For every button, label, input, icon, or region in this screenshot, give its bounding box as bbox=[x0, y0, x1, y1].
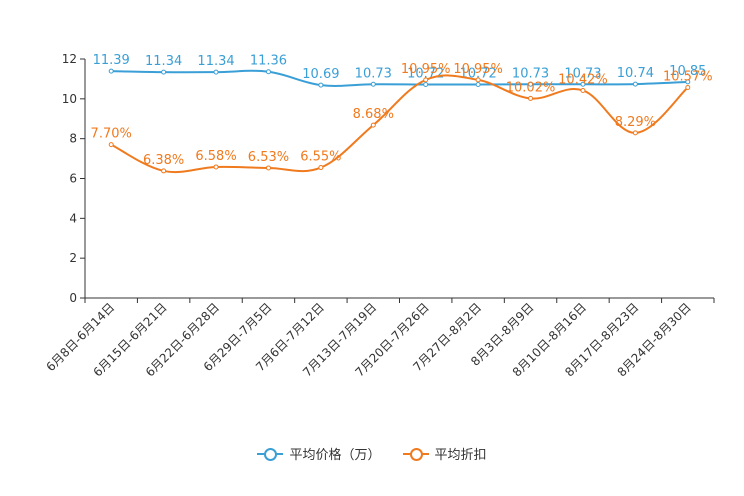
data-point bbox=[685, 79, 691, 85]
data-label: 10.73 bbox=[564, 66, 601, 81]
data-point bbox=[370, 122, 376, 128]
data-point bbox=[475, 77, 481, 83]
data-label: 10.57% bbox=[663, 69, 713, 84]
data-label: 10.85 bbox=[669, 64, 706, 79]
data-label: 10.73 bbox=[355, 66, 392, 81]
data-point bbox=[265, 69, 271, 75]
data-label: 11.36 bbox=[250, 54, 287, 69]
data-point bbox=[108, 68, 114, 74]
data-point bbox=[108, 142, 114, 148]
legend-swatch-price bbox=[257, 447, 284, 461]
data-label: 8.68% bbox=[353, 107, 394, 122]
legend-swatch-discount bbox=[402, 447, 429, 461]
data-point bbox=[528, 81, 534, 87]
data-point bbox=[528, 95, 534, 101]
data-point bbox=[318, 165, 324, 171]
data-label: 10.74 bbox=[617, 66, 654, 81]
data-point bbox=[632, 81, 638, 87]
y-tick-label: 6 bbox=[69, 172, 77, 186]
y-tick-label: 8 bbox=[69, 132, 77, 146]
data-point bbox=[423, 77, 429, 83]
data-label: 10.42% bbox=[558, 72, 608, 87]
data-label: 8.29% bbox=[615, 115, 656, 130]
legend-label-discount: 平均折扣 bbox=[434, 448, 487, 463]
data-point bbox=[632, 130, 638, 136]
data-point bbox=[370, 81, 376, 87]
series-line-price bbox=[111, 69, 688, 87]
y-tick-label: 4 bbox=[69, 211, 77, 225]
data-label: 10.73 bbox=[512, 66, 549, 81]
line-chart: 0246810126月8日-6月14日6月15日-6月21日6月22日-6月28… bbox=[43, 52, 715, 380]
data-label: 6.53% bbox=[248, 150, 289, 165]
data-point bbox=[161, 168, 167, 174]
y-tick-label: 0 bbox=[69, 291, 77, 305]
data-point bbox=[423, 81, 429, 87]
data-label: 6.58% bbox=[195, 149, 236, 164]
data-label: 10.02% bbox=[506, 80, 556, 95]
y-tick-label: 2 bbox=[69, 251, 77, 265]
data-point bbox=[685, 84, 691, 90]
data-point bbox=[580, 87, 586, 93]
data-point bbox=[580, 81, 586, 87]
legend-item-discount[interactable]: 平均折扣 bbox=[402, 444, 487, 463]
data-point bbox=[318, 82, 324, 88]
y-tick-label: 12 bbox=[62, 52, 77, 66]
data-label: 6.55% bbox=[300, 150, 341, 165]
legend-item-price[interactable]: 平均价格（万） bbox=[257, 444, 381, 463]
legend-label-price: 平均价格（万） bbox=[289, 448, 381, 463]
data-label: 11.34 bbox=[145, 54, 182, 69]
data-label: 10.95% bbox=[401, 62, 451, 77]
y-tick-label: 10 bbox=[62, 92, 77, 106]
legend: 平均价格（万） 平均折扣 bbox=[0, 444, 744, 463]
data-label: 10.95% bbox=[453, 62, 503, 77]
data-point bbox=[265, 165, 271, 171]
data-label: 11.34 bbox=[197, 54, 234, 69]
data-point bbox=[475, 81, 481, 87]
data-point bbox=[213, 69, 219, 75]
data-label: 6.38% bbox=[143, 153, 184, 168]
data-point bbox=[161, 69, 167, 75]
data-point bbox=[213, 164, 219, 170]
data-label: 7.70% bbox=[91, 127, 132, 142]
data-label: 10.69 bbox=[302, 67, 339, 82]
data-label: 11.39 bbox=[93, 53, 130, 68]
